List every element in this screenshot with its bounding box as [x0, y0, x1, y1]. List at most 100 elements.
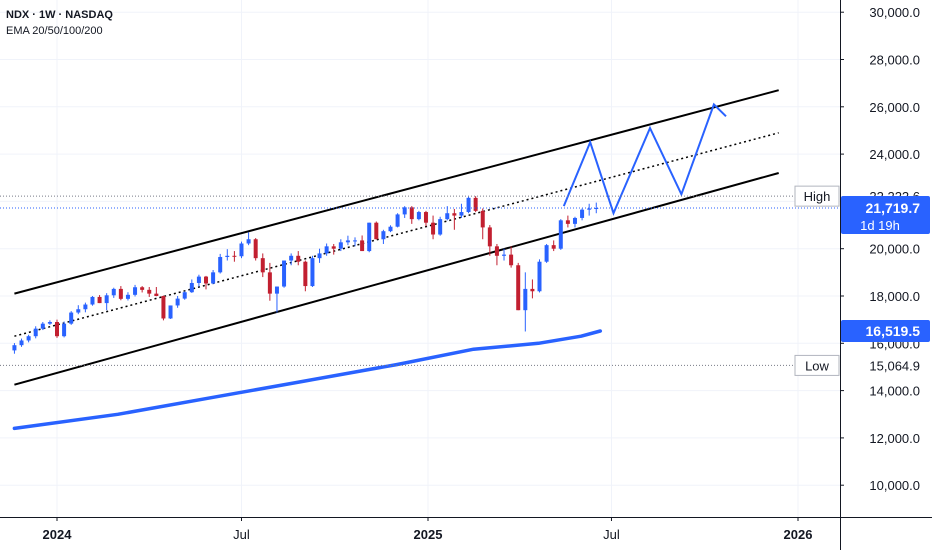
candle-body[interactable]	[97, 296, 102, 304]
candle-body[interactable]	[565, 220, 570, 224]
candle-body[interactable]	[509, 254, 514, 266]
candle-body[interactable]	[282, 260, 287, 287]
channel-upper-line[interactable]	[14, 89, 779, 295]
candle-body[interactable]	[594, 208, 599, 210]
candle-body[interactable]	[69, 312, 74, 324]
candle-body[interactable]	[516, 265, 521, 311]
candle-body[interactable]	[296, 255, 301, 262]
candle-body[interactable]	[182, 292, 187, 299]
candle-body[interactable]	[303, 261, 308, 287]
candle-body[interactable]	[111, 288, 116, 296]
candle-body[interactable]	[530, 288, 535, 292]
candle-body[interactable]	[572, 217, 577, 224]
candle-body[interactable]	[431, 222, 436, 235]
symbol-title[interactable]: NDX · 1W · NASDAQ	[6, 9, 113, 21]
candle-body[interactable]	[558, 220, 563, 249]
x-tick-label: 2024	[43, 527, 73, 542]
candle-body[interactable]	[317, 253, 322, 259]
y-tick-label: 24,000.0	[869, 147, 920, 162]
candle-body[interactable]	[353, 240, 358, 242]
candle-body[interactable]	[452, 213, 457, 216]
candle-body[interactable]	[196, 276, 201, 283]
candle-body[interactable]	[338, 242, 343, 249]
candle-body[interactable]	[140, 287, 145, 290]
candle-body[interactable]	[26, 336, 31, 341]
candle-body[interactable]	[423, 212, 428, 223]
candle-body[interactable]	[310, 258, 315, 287]
candle-body[interactable]	[580, 209, 585, 218]
candle-body[interactable]	[445, 213, 450, 220]
candle-body[interactable]	[118, 288, 123, 299]
ema-line[interactable]	[12, 329, 603, 431]
candle-body[interactable]	[544, 245, 549, 262]
candle-body[interactable]	[211, 272, 216, 284]
candle-body[interactable]	[133, 287, 138, 295]
candle-body[interactable]	[331, 246, 336, 249]
price-labels-layer: High22,222.6Low15,064.916,519.521,719.71…	[794, 185, 932, 376]
last-price-value: 21,719.7	[866, 200, 921, 216]
candle-body[interactable]	[438, 219, 443, 235]
candle-body[interactable]	[381, 231, 386, 240]
candle-body[interactable]	[19, 340, 24, 346]
candle-body[interactable]	[189, 282, 194, 293]
candle-body[interactable]	[416, 212, 421, 220]
candle-body[interactable]	[154, 293, 159, 296]
candle-body[interactable]	[267, 272, 272, 294]
candle-body[interactable]	[55, 322, 59, 337]
ema-value: 16,519.5	[866, 323, 921, 339]
candle-body[interactable]	[551, 245, 556, 249]
candle-body[interactable]	[324, 246, 329, 254]
y-tick-label: 10,000.0	[869, 478, 920, 493]
candle-body[interactable]	[587, 208, 592, 210]
candle-body[interactable]	[204, 276, 209, 284]
candle-body[interactable]	[402, 207, 407, 215]
candle-body[interactable]	[487, 227, 492, 247]
candle-body[interactable]	[345, 240, 350, 243]
candle-body[interactable]	[76, 309, 81, 313]
candle-body[interactable]	[40, 323, 45, 329]
candle-body[interactable]	[523, 288, 528, 311]
candle-body[interactable]	[125, 294, 130, 299]
candle-body[interactable]	[218, 256, 223, 273]
candle-body[interactable]	[502, 254, 507, 256]
candle-body[interactable]	[360, 240, 365, 252]
candle-body[interactable]	[374, 222, 379, 240]
channel-middle-line[interactable]	[14, 132, 779, 337]
candle-body[interactable]	[12, 345, 17, 351]
candle-body[interactable]	[459, 212, 464, 216]
candle-body[interactable]	[161, 296, 166, 319]
candle-body[interactable]	[239, 243, 244, 257]
candle-body[interactable]	[90, 296, 95, 305]
candle-body[interactable]	[147, 289, 152, 294]
projection-path[interactable]	[562, 102, 727, 217]
candle-body[interactable]	[537, 261, 542, 292]
candle-body[interactable]	[225, 255, 230, 257]
candle-body[interactable]	[480, 210, 485, 228]
candle-body[interactable]	[168, 305, 173, 319]
projection-layer[interactable]	[562, 102, 727, 217]
candle-body[interactable]	[494, 246, 499, 256]
candle-body[interactable]	[232, 255, 237, 257]
candles-layer	[12, 196, 599, 354]
indicator-legend[interactable]: EMA 20/50/100/200	[6, 25, 103, 37]
candle-body[interactable]	[260, 258, 265, 273]
candle-body[interactable]	[466, 197, 471, 213]
candle-body[interactable]	[289, 255, 294, 261]
candle-body[interactable]	[175, 298, 180, 306]
candle-body[interactable]	[473, 197, 478, 211]
y-tick-label: 30,000.0	[869, 5, 920, 20]
candle-body[interactable]	[388, 226, 393, 232]
candle-body[interactable]	[395, 214, 400, 227]
candle-body[interactable]	[47, 322, 52, 324]
candle-body[interactable]	[33, 328, 38, 337]
candle-body[interactable]	[62, 323, 67, 337]
candle-body[interactable]	[83, 304, 88, 310]
candle-body[interactable]	[274, 286, 279, 294]
candle-body[interactable]	[409, 207, 414, 220]
candle-body[interactable]	[246, 239, 251, 244]
y-tick-label: 26,000.0	[869, 100, 920, 115]
candle-body[interactable]	[367, 222, 372, 252]
candle-body[interactable]	[104, 295, 109, 304]
candle-body[interactable]	[253, 239, 258, 259]
